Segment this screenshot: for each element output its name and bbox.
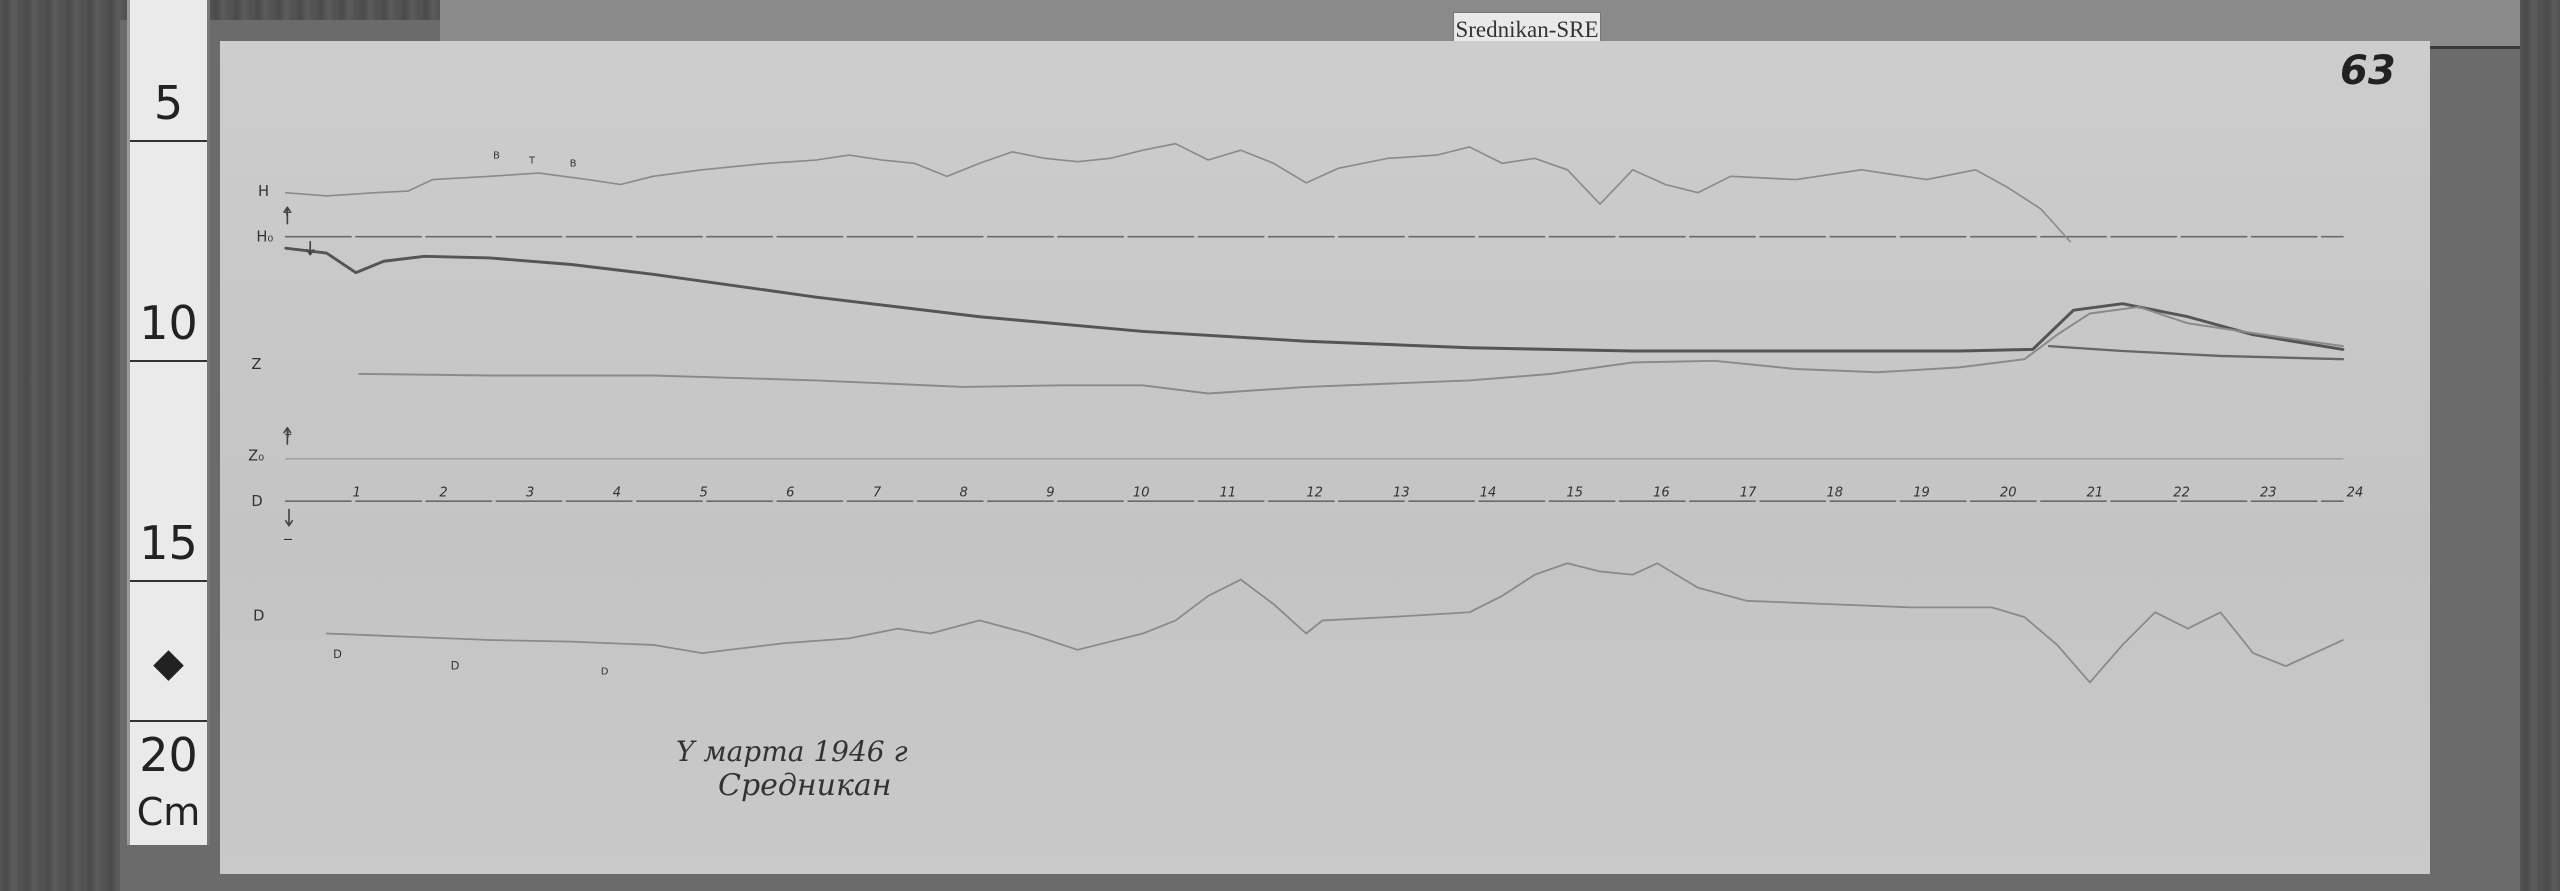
d-trace [325,562,2344,684]
sheet-number: 63 [2340,48,2396,94]
handwritten-date: Y марта 1946 г [676,735,908,768]
arrow-up-icon [283,426,292,445]
hour-tick-label: 24 [2347,485,2364,500]
hour-tick-label: 5 [699,485,707,500]
hour-tick-label: 8 [960,485,968,500]
ruler-unit: Cm [136,790,201,834]
diamond-icon: ◆ [153,640,184,686]
ruler-tick [130,140,207,142]
ruler-mark-15: 15 [139,516,198,570]
plus-mark-z: + [284,430,292,441]
label-d0: D [251,493,262,510]
hour-tick-label: 6 [786,485,794,500]
ruler-tick [130,360,207,362]
annotation-b: B [493,150,500,161]
hour-tick-label: 10 [1133,485,1150,500]
annotation-b: B [570,159,577,170]
annotation-d: D [451,658,460,672]
hour-tick-label: 12 [1306,485,1323,500]
hour-tick-label: 17 [1740,485,1757,500]
arrow-up-icon [283,206,292,225]
hour-tick-label: 22 [2173,485,2190,500]
ruler-tick [130,720,207,722]
handwritten-place: Средникан [718,768,892,803]
h-secondary-trace [2047,344,2345,361]
hour-tick-label: 2 [439,485,447,500]
minus-mark-d: − [282,533,293,548]
hour-tick-label: 13 [1393,485,1410,500]
hour-tick-label: 4 [613,485,621,500]
label-z: Z [251,356,261,373]
annotation-d: D [601,666,609,677]
label-h0: H₀ [256,229,273,246]
label-h: H [258,183,269,200]
hour-tick-label: 14 [1480,485,1497,500]
ruler-mark-5: 5 [153,76,184,130]
z-trace [358,305,2344,395]
hour-tick-label: 9 [1046,485,1054,500]
hour-tick-label: 19 [1913,485,1930,500]
arrow-down-icon [306,240,315,256]
hour-tick-label: 23 [2260,485,2277,500]
hour-tick-label: 11 [1220,485,1237,500]
arrow-down-icon [284,508,294,527]
h-trace [284,142,2072,243]
annotation-d: D [333,647,342,661]
hour-tick-label: 20 [2000,485,2017,500]
label-z0: Z₀ [248,447,264,464]
hour-tick-label: 15 [1566,485,1583,500]
label-d: D [253,607,264,624]
h-thick-trace [284,246,2345,353]
hour-tick-label: 3 [526,485,534,500]
scale-ruler: 5 10 15 ◆ 20 Cm [127,0,210,845]
hour-tick-label: 7 [873,485,882,500]
hour-tick-label: 1 [353,485,361,500]
ruler-mark-10: 10 [139,296,198,350]
hour-tick-label: 18 [1827,485,1844,500]
annotation-t: T [528,155,535,166]
hour-tick-label: 21 [2087,485,2104,500]
ruler-tick [130,580,207,582]
hour-tick-label: 16 [1653,485,1670,500]
ruler-mark-20: 20 [139,728,198,782]
